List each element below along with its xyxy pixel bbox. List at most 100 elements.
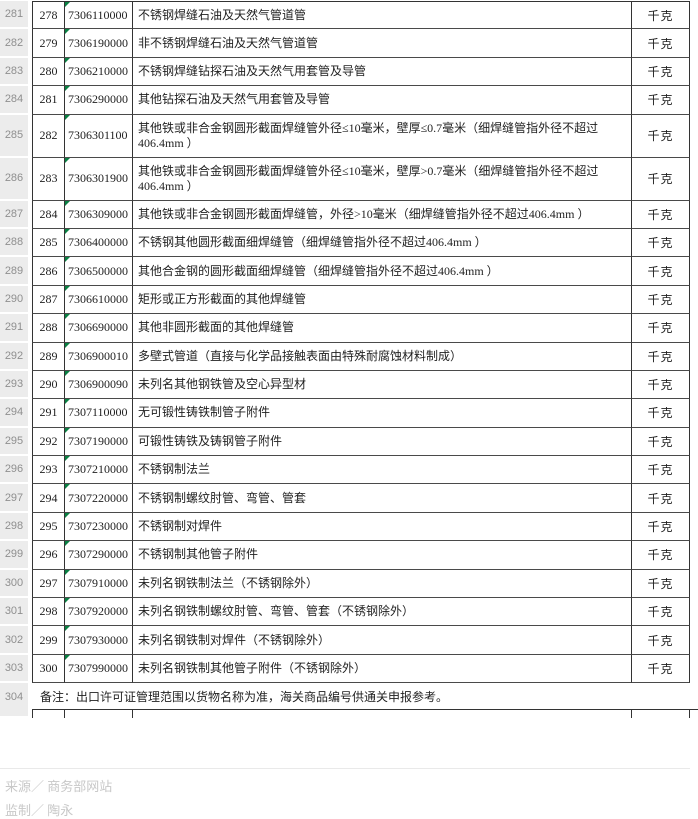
excel-row-number[interactable]: 296 — [0, 456, 28, 485]
seq-cell[interactable]: 299 — [32, 626, 65, 655]
code-cell[interactable]: 7307290000 — [65, 541, 133, 570]
unit-cell[interactable]: 千克 — [632, 228, 690, 258]
unit-cell[interactable]: 千克 — [632, 86, 690, 115]
code-cell[interactable]: 7307190000 — [65, 427, 133, 457]
seq-cell[interactable]: 295 — [32, 512, 65, 542]
desc-cell[interactable]: 其他钻探石油及天然气用套管及导管 — [133, 86, 632, 115]
unit-cell[interactable]: 千克 — [632, 598, 690, 627]
code-cell[interactable]: 7307110000 — [65, 399, 133, 428]
desc-cell[interactable]: 其他铁或非合金钢圆形截面焊缝管，外径>10毫米（细焊缝管指外径不超过406.4m… — [133, 200, 632, 229]
desc-cell[interactable]: 不锈钢其他圆形截面细焊缝管（细焊缝管指外径不超过406.4mm ） — [133, 228, 632, 258]
unit-cell[interactable]: 千克 — [632, 257, 690, 286]
excel-row-number[interactable]: 294 — [0, 399, 28, 428]
unit-cell[interactable]: 千克 — [632, 1, 690, 30]
unit-cell[interactable]: 千克 — [632, 456, 690, 485]
seq-cell[interactable]: 288 — [32, 314, 65, 343]
desc-cell[interactable]: 不锈钢焊缝钻探石油及天然气用套管及导管 — [133, 57, 632, 87]
unit-cell[interactable]: 千克 — [632, 541, 690, 570]
excel-row-number[interactable]: 292 — [0, 342, 28, 371]
desc-cell[interactable]: 其他非圆形截面的其他焊缝管 — [133, 314, 632, 343]
code-cell[interactable]: 7307230000 — [65, 512, 133, 542]
note-row[interactable]: 304 备注：出口许可证管理范围以货物名称为准，海关商品编号供通关申报参考。 — [0, 683, 698, 711]
excel-row-number[interactable]: 302 — [0, 626, 28, 655]
code-cell[interactable]: 7306900010 — [65, 342, 133, 371]
unit-cell[interactable]: 千克 — [632, 370, 690, 400]
unit-cell[interactable]: 千克 — [632, 342, 690, 371]
excel-row-number[interactable]: 286 — [0, 157, 28, 201]
seq-cell[interactable]: 285 — [32, 228, 65, 258]
unit-cell[interactable]: 千克 — [632, 569, 690, 599]
excel-row-number[interactable]: 285 — [0, 114, 28, 158]
seq-cell[interactable]: 284 — [32, 200, 65, 229]
excel-row-number[interactable]: 295 — [0, 427, 28, 457]
desc-cell[interactable]: 未列名钢铁制螺纹肘管、弯管、管套（不锈钢除外） — [133, 598, 632, 627]
seq-cell[interactable]: 291 — [32, 399, 65, 428]
seq-cell[interactable]: 289 — [32, 342, 65, 371]
seq-cell[interactable]: 280 — [32, 57, 65, 87]
seq-cell[interactable]: 279 — [32, 29, 65, 58]
code-cell[interactable]: 7306690000 — [65, 314, 133, 343]
excel-row-number[interactable]: 289 — [0, 257, 28, 286]
desc-cell[interactable]: 其他合金钢的圆形截面细焊缝管（细焊缝管指外径不超过406.4mm ） — [133, 257, 632, 286]
note-text[interactable]: 备注：出口许可证管理范围以货物名称为准，海关商品编号供通关申报参考。 — [32, 683, 698, 711]
excel-row-number[interactable]: 284 — [0, 86, 28, 115]
unit-cell[interactable]: 千克 — [632, 57, 690, 87]
excel-row-number[interactable]: 288 — [0, 228, 28, 258]
desc-cell[interactable]: 多壁式管道（直接与化学品接触表面由特殊耐腐蚀材料制成） — [133, 342, 632, 371]
seq-cell[interactable]: 290 — [32, 370, 65, 400]
unit-cell[interactable]: 千克 — [632, 654, 690, 684]
unit-cell[interactable]: 千克 — [632, 626, 690, 655]
code-cell[interactable]: 7306301100 — [65, 114, 133, 158]
desc-cell[interactable]: 可锻性铸铁及铸钢管子附件 — [133, 427, 632, 457]
code-cell[interactable]: 7306900090 — [65, 370, 133, 400]
seq-cell[interactable]: 278 — [32, 1, 65, 30]
seq-cell[interactable]: 298 — [32, 598, 65, 627]
desc-cell[interactable]: 矩形或正方形截面的其他焊缝管 — [133, 285, 632, 315]
unit-cell[interactable]: 千克 — [632, 484, 690, 513]
code-cell[interactable]: 7306400000 — [65, 228, 133, 258]
desc-cell[interactable]: 未列名钢铁制法兰（不锈钢除外） — [133, 569, 632, 599]
seq-cell[interactable]: 283 — [32, 157, 65, 201]
desc-cell[interactable]: 不锈钢制螺纹肘管、弯管、管套 — [133, 484, 632, 513]
unit-cell[interactable]: 千克 — [632, 314, 690, 343]
desc-cell[interactable]: 不锈钢制其他管子附件 — [133, 541, 632, 570]
excel-row-number[interactable]: 300 — [0, 569, 28, 599]
seq-cell[interactable]: 282 — [32, 114, 65, 158]
excel-row-number[interactable]: 287 — [0, 200, 28, 229]
seq-cell[interactable]: 286 — [32, 257, 65, 286]
seq-cell[interactable]: 281 — [32, 86, 65, 115]
seq-cell[interactable]: 297 — [32, 569, 65, 599]
unit-cell[interactable]: 千克 — [632, 285, 690, 315]
desc-cell[interactable]: 无可锻性铸铁制管子附件 — [133, 399, 632, 428]
code-cell[interactable]: 7307910000 — [65, 569, 133, 599]
excel-row-number[interactable]: 303 — [0, 654, 28, 684]
desc-cell[interactable]: 不锈钢制对焊件 — [133, 512, 632, 542]
unit-cell[interactable]: 千克 — [632, 399, 690, 428]
code-cell[interactable]: 7306210000 — [65, 57, 133, 87]
excel-row-number[interactable]: 301 — [0, 598, 28, 627]
code-cell[interactable]: 7306309000 — [65, 200, 133, 229]
code-cell[interactable]: 7306500000 — [65, 257, 133, 286]
unit-cell[interactable]: 千克 — [632, 157, 690, 201]
excel-row-number[interactable]: 293 — [0, 370, 28, 400]
unit-cell[interactable]: 千克 — [632, 29, 690, 58]
code-cell-empty[interactable] — [65, 710, 133, 719]
seq-cell[interactable]: 296 — [32, 541, 65, 570]
code-cell[interactable]: 7307220000 — [65, 484, 133, 513]
code-cell[interactable]: 7306190000 — [65, 29, 133, 58]
unit-cell-empty[interactable] — [632, 710, 690, 719]
desc-cell[interactable]: 未列名钢铁制其他管子附件（不锈钢除外） — [133, 654, 632, 684]
unit-cell[interactable]: 千克 — [632, 512, 690, 542]
seq-cell[interactable]: 300 — [32, 654, 65, 684]
excel-row-number[interactable]: 283 — [0, 57, 28, 87]
desc-cell[interactable]: 未列名其他钢铁管及空心异型材 — [133, 370, 632, 400]
code-cell[interactable]: 7307210000 — [65, 456, 133, 485]
code-cell[interactable]: 7307930000 — [65, 626, 133, 655]
seq-cell[interactable]: 294 — [32, 484, 65, 513]
excel-row-number[interactable]: 299 — [0, 541, 28, 570]
desc-cell[interactable]: 其他铁或非合金钢圆形截面焊缝管外径≤10毫米，壁厚>0.7毫米（细焊缝管指外径不… — [133, 157, 632, 201]
code-cell[interactable]: 7306301900 — [65, 157, 133, 201]
excel-row-number[interactable]: 297 — [0, 484, 28, 513]
seq-cell[interactable]: 292 — [32, 427, 65, 457]
excel-row-number[interactable]: 290 — [0, 285, 28, 315]
